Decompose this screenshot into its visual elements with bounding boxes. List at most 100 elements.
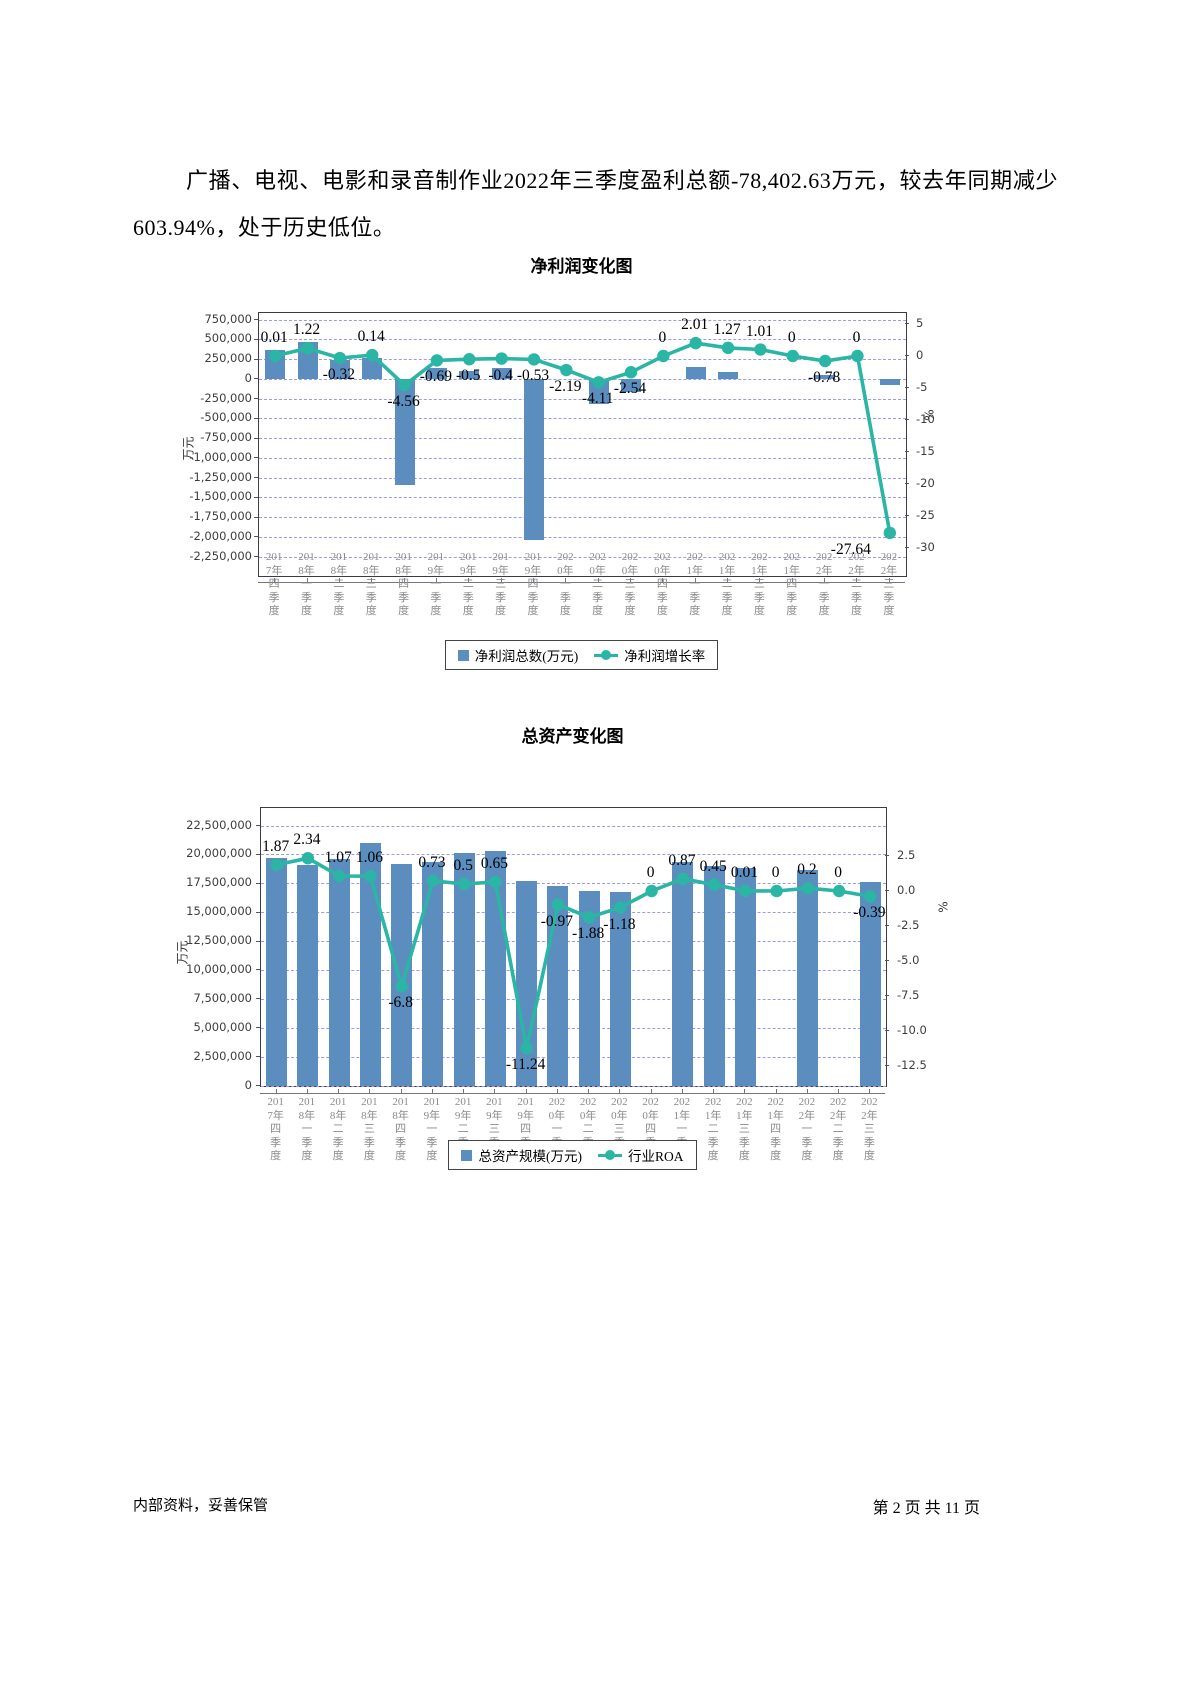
- x-axis-tickmark: [806, 1089, 808, 1093]
- x-axis-tickmark: [597, 578, 599, 582]
- data-point: [707, 878, 721, 891]
- right-axis-title: %: [936, 901, 951, 913]
- gridline: [259, 457, 906, 459]
- legend-box: 净利润总数(万元) 净利润增长率: [444, 640, 719, 670]
- data-point: [527, 353, 541, 366]
- x-axis-tickmark: [369, 1089, 371, 1093]
- data-point: [818, 354, 832, 368]
- left-axis-tickmark: [256, 1027, 260, 1029]
- point-label: -27.64: [830, 540, 871, 558]
- footer-page-number: 第 2 页 共 11 页: [872, 1500, 980, 1517]
- data-point: [786, 349, 799, 363]
- right-axis-tickmark: [905, 419, 909, 420]
- data-point: [676, 872, 690, 886]
- point-label: -0.4: [488, 366, 513, 384]
- right-axis-tick-label: 0.0: [897, 882, 916, 897]
- x-axis-line: [260, 1093, 885, 1094]
- right-axis-tickmark: [905, 451, 909, 452]
- point-label: 1.07: [324, 849, 352, 867]
- line-series-swatch-icon: [594, 649, 619, 661]
- data-point: [366, 348, 379, 362]
- right-axis-tick-label: 0: [916, 347, 924, 362]
- x-axis-label: 202 2年二季度: [829, 1096, 847, 1162]
- right-axis-tickmark: [905, 547, 909, 548]
- left-axis-tick-label: -250,000: [200, 390, 252, 405]
- gridline: [259, 418, 906, 420]
- data-point: [657, 349, 670, 363]
- left-axis-tickmark: [254, 437, 258, 439]
- gridline: [261, 825, 886, 827]
- bar: [797, 869, 819, 1086]
- bar: [297, 341, 318, 380]
- x-axis-line: [258, 582, 905, 583]
- point-label: -4.56: [387, 393, 420, 411]
- bar: [672, 861, 694, 1086]
- data-point: [495, 352, 508, 365]
- growth-line: [276, 856, 871, 1049]
- x-axis-tickmark: [630, 578, 632, 582]
- data-point: [592, 376, 605, 389]
- gridline: [261, 854, 886, 856]
- gridline: [259, 398, 906, 400]
- left-axis-tickmark: [254, 398, 258, 399]
- data-point: [520, 1042, 533, 1055]
- x-axis-label: 202 1年四季度: [767, 1096, 784, 1162]
- legend-label-bar: 总资产规模(万元): [478, 1149, 582, 1164]
- right-axis-title: %: [922, 409, 937, 421]
- left-axis-tick-label: 7,500,000: [193, 990, 252, 1005]
- gridline: [261, 1085, 886, 1087]
- point-label: 1.01: [745, 322, 773, 340]
- bar: [588, 379, 609, 404]
- left-axis-tickmark: [256, 853, 260, 855]
- bar: [516, 880, 538, 1086]
- right-axis-tickmark: [885, 855, 889, 856]
- x-axis-tickmark: [525, 1089, 527, 1093]
- data-point: [864, 890, 877, 903]
- data-point: [614, 901, 627, 914]
- point-label: 0: [658, 329, 667, 346]
- left-axis-tickmark: [254, 417, 258, 419]
- bar: [359, 843, 381, 1086]
- right-axis-tick-label: -20: [916, 475, 935, 490]
- x-axis-tickmark: [532, 578, 534, 582]
- left-axis-tickmark: [254, 496, 258, 498]
- right-axis-tick-label: -12.5: [897, 1057, 927, 1072]
- right-axis-tickmark: [885, 1065, 889, 1066]
- point-label: -0.78: [807, 368, 841, 386]
- left-axis-tickmark: [256, 998, 260, 1000]
- x-axis-tickmark: [727, 578, 729, 582]
- x-axis-tickmark: [650, 1089, 652, 1093]
- x-axis-tickmark: [824, 578, 826, 582]
- left-axis-tick-label: 500,000: [204, 331, 252, 346]
- data-point: [739, 884, 752, 898]
- x-axis-tickmark: [371, 578, 373, 582]
- point-label: 0.2: [797, 861, 817, 879]
- bar: [718, 371, 739, 380]
- x-axis-label: 201 8年二季度: [329, 1096, 347, 1162]
- bar: [734, 867, 756, 1086]
- point-label: 0.01: [730, 863, 758, 881]
- data-point: [560, 363, 573, 377]
- right-axis-tick-label: -5: [916, 379, 928, 394]
- bar: [578, 890, 600, 1086]
- left-axis-tick-label: 0: [244, 370, 252, 385]
- bar: [879, 379, 900, 386]
- left-axis-tick-label: -1,250,000: [189, 469, 252, 484]
- x-axis-label: 201 9年四季度: [517, 1096, 534, 1162]
- line-series: [268, 336, 897, 540]
- data-point: [689, 336, 702, 350]
- right-axis-tickmark: [885, 1030, 889, 1031]
- gridline: [259, 536, 906, 538]
- point-label: 1.87: [262, 837, 290, 855]
- point-label: -0.32: [322, 366, 356, 384]
- point-label: 0.14: [357, 328, 385, 346]
- x-axis-label: 202 0年二季度: [589, 551, 606, 617]
- x-axis-label: 202 2年一季度: [815, 551, 833, 617]
- gridline: [261, 941, 886, 943]
- bar: [422, 862, 444, 1086]
- point-label: 0.87: [668, 851, 696, 869]
- left-axis-tick-label: 15,000,000: [186, 904, 252, 919]
- data-point: [582, 911, 596, 924]
- data-point: [430, 354, 444, 367]
- x-axis-tickmark: [338, 1089, 340, 1093]
